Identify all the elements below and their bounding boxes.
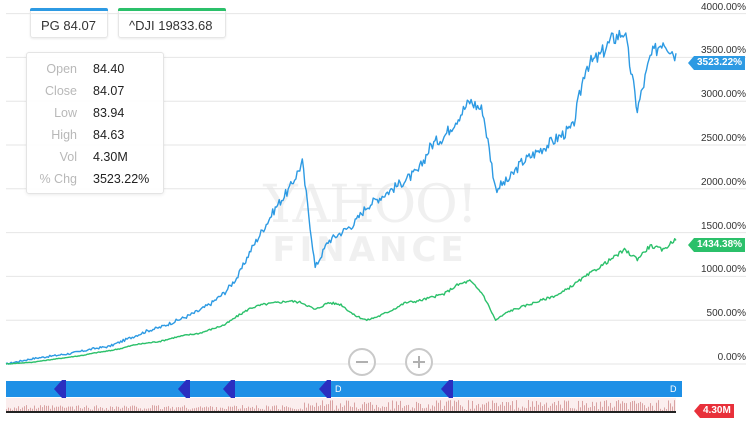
series-layer (5, 29, 677, 365)
tooltip-value: 4.30M (93, 150, 128, 164)
series-line-pg (5, 29, 677, 365)
tooltip-value: 83.94 (93, 106, 125, 120)
dji-chip-label: ^DJI 19833.68 (129, 18, 213, 33)
volume-last-value-tag: 4.30M (700, 404, 734, 418)
y-tick-label: 1500.00% (700, 220, 746, 232)
y-tick-label: 4000.00% (700, 1, 746, 13)
y-tick-label: 2000.00% (700, 176, 746, 188)
y-tick-label: 500.00% (706, 308, 746, 320)
y-tick-label: 0.00% (717, 352, 746, 363)
dji-chip-color-bar (118, 8, 226, 11)
tooltip-row-open: Open 84.40 (27, 62, 165, 84)
ohlc-tooltip: Open 84.40 Close 84.07 Low 83.94 High 84… (26, 52, 164, 194)
y-tick-label: 3000.00% (700, 89, 746, 101)
yahoo-finance-watermark: YAHOO! FINANCE (260, 178, 480, 268)
tooltip-label: Low (54, 106, 77, 120)
tooltip-row-close: Close 84.07 (27, 84, 165, 106)
watermark-line2: FINANCE (272, 230, 468, 270)
range-navigator[interactable] (6, 381, 682, 397)
tooltip-row-pct-change: % Chg 3523.22% (27, 172, 165, 194)
zoom-in-button[interactable] (405, 348, 433, 376)
series-line-dji (5, 237, 677, 365)
pg-chip-color-bar (30, 8, 108, 11)
dji-series-chip[interactable]: ^DJI 19833.68 (118, 8, 226, 38)
pg-series-chip[interactable]: PG 84.07 (30, 8, 108, 38)
y-tick-label: 1000.00% (700, 264, 746, 276)
tooltip-row-vol: Vol 4.30M (27, 150, 165, 172)
tooltip-value: 84.63 (93, 128, 125, 142)
tooltip-label: % Chg (39, 172, 77, 186)
y-tick-label: 2500.00% (700, 133, 746, 144)
tooltip-value: 84.07 (93, 84, 125, 98)
y-tick-label: 3500.00% (700, 45, 746, 57)
tooltip-value: 3523.22% (93, 172, 150, 186)
tooltip-label: High (51, 128, 77, 142)
pg-last-value-tag: 3523.22% (694, 56, 746, 70)
tooltip-row-low: Low 83.94 (27, 106, 165, 128)
pg-chip-label: PG 84.07 (41, 18, 96, 33)
tooltip-label: Close (45, 84, 77, 98)
zoom-out-button[interactable] (348, 348, 376, 376)
tooltip-row-high: High 84.63 (27, 128, 165, 150)
tooltip-label: Vol (59, 150, 77, 164)
tooltip-value: 84.40 (93, 62, 125, 76)
tooltip-label: Open (46, 62, 77, 76)
dji-last-value-tag: 1434.38% (694, 238, 746, 252)
